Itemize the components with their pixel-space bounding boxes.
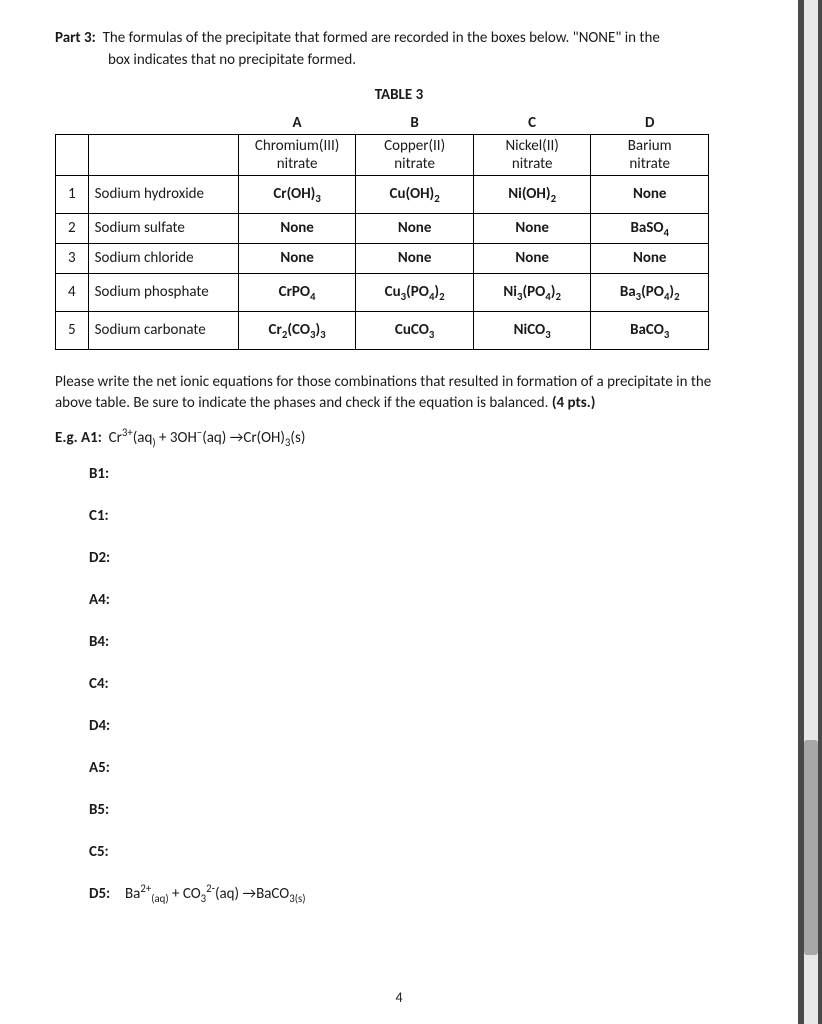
row-number: 4 (56, 273, 89, 311)
table-cell: BaCO3 (591, 311, 709, 349)
answer-line: D2: (89, 549, 743, 567)
col-letter: B (356, 112, 474, 135)
intro-line1: The formulas of the precipitate that for… (103, 29, 660, 47)
row-label: Sodium chloride (88, 243, 238, 273)
table-cell: None (238, 213, 356, 243)
table-cell: None (356, 213, 474, 243)
table-header-row: Chromium(III)nitrate Copper(II)nitrate N… (56, 134, 709, 175)
table-cell: BaSO4 (591, 213, 709, 243)
row-number: 5 (56, 311, 89, 349)
col-header: Chromium(III)nitrate (238, 134, 356, 175)
table-title: TABLE 3 (55, 86, 743, 104)
answer-line: B5: (89, 801, 743, 819)
table-cell: None (473, 243, 591, 273)
col-header: Bariumnitrate (591, 134, 709, 175)
table-cell: Cu(OH)2 (356, 175, 474, 213)
table-row: 1Sodium hydroxideCr(OH)3Cu(OH)2Ni(OH)2No… (56, 175, 709, 213)
scrollbar-thumb[interactable] (804, 740, 818, 955)
table-cell: None (591, 175, 709, 213)
table-cell: Ni3(PO4)2 (473, 273, 591, 311)
answer-line: B4: (89, 633, 743, 651)
document-page: Part 3: The formulas of the precipitate … (0, 0, 798, 1024)
example-label: E.g. A1: (55, 429, 102, 447)
prompt-text: Please write the net ionic equations for… (55, 373, 711, 413)
answer-line: A5: (89, 759, 743, 777)
table-cell: Cu3(PO4)2 (356, 273, 474, 311)
table-row: 3Sodium chlorideNoneNoneNoneNone (56, 243, 709, 273)
example-equation: Cr3+(aq) + 3OH−(aq) →Cr(OH)3(s) (109, 429, 306, 447)
table-row: 5Sodium carbonateCr2(CO3)3CuCO3NiCO3BaCO… (56, 311, 709, 349)
instructions: Please write the net ionic equations for… (55, 372, 743, 416)
table-cell: None (591, 243, 709, 273)
example-line: E.g. A1: Cr3+(aq) + 3OH−(aq) →Cr(OH)3(s) (55, 429, 743, 447)
answer-line-d5: D5: Ba2+(aq) + CO32-(aq) →BaCO3(s) (89, 885, 743, 903)
col-letter: C (473, 112, 591, 135)
part-label: Part 3: (55, 29, 96, 47)
row-label: Sodium sulfate (88, 213, 238, 243)
table-cell: CrPO4 (238, 273, 356, 311)
row-number: 2 (56, 213, 89, 243)
answer-line: A4: (89, 591, 743, 609)
page-number: 4 (0, 989, 798, 1006)
col-header: Nickel(II)nitrate (473, 134, 591, 175)
table-cell: CuCO3 (356, 311, 474, 349)
row-number: 1 (56, 175, 89, 213)
table-cell: NiCO3 (473, 311, 591, 349)
table-cell: Cr2(CO3)3 (238, 311, 356, 349)
points-label: (4 pts.) (552, 394, 596, 412)
col-header: Copper(II)nitrate (356, 134, 474, 175)
col-letter: D (591, 112, 709, 135)
row-number: 3 (56, 243, 89, 273)
table-cell: Ba3(PO4)2 (591, 273, 709, 311)
row-label: Sodium carbonate (88, 311, 238, 349)
answer-line: C5: (89, 843, 743, 861)
table-cell: None (473, 213, 591, 243)
table-letter-row: A B C D (56, 112, 709, 135)
intro-line2: box indicates that no precipitate formed… (55, 50, 743, 72)
precipitate-table: A B C D Chromium(III)nitrate Copper(II)n… (55, 112, 709, 350)
answers-block: B1: C1: D2: A4: B4: C4: D4: A5: B5: C5: D5: Ba2+(a… (55, 465, 743, 903)
table-cell: None (356, 243, 474, 273)
table-cell: Cr(OH)3 (238, 175, 356, 213)
table-cell: None (238, 243, 356, 273)
table-row: 4Sodium phosphateCrPO4Cu3(PO4)2Ni3(PO4)2… (56, 273, 709, 311)
table-row: 2Sodium sulfateNoneNoneNoneBaSO4 (56, 213, 709, 243)
answer-line: B1: (89, 465, 743, 483)
row-label: Sodium phosphate (88, 273, 238, 311)
col-letter: A (238, 112, 356, 135)
part3-intro: Part 3: The formulas of the precipitate … (55, 28, 743, 72)
answer-line: C1: (89, 507, 743, 525)
table-cell: Ni(OH)2 (473, 175, 591, 213)
answer-line: C4: (89, 675, 743, 693)
answer-line: D4: (89, 717, 743, 735)
row-label: Sodium hydroxide (88, 175, 238, 213)
